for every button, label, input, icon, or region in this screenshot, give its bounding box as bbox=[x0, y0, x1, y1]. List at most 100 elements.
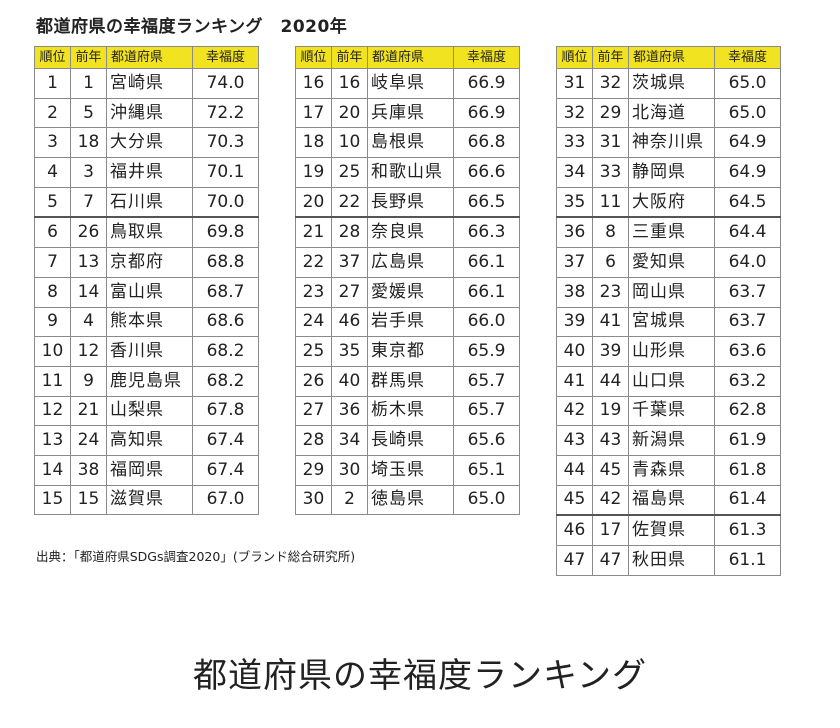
prefecture-cell: 千葉県 bbox=[628, 395, 715, 427]
table-row: 29 30 埼玉県 65.1 bbox=[295, 454, 520, 486]
prefecture-cell: 徳島県 bbox=[367, 484, 454, 516]
image-caption: 都道府県の幸福度ランキング bbox=[193, 656, 647, 696]
prefecture-cell: 山梨県 bbox=[106, 395, 193, 427]
table-row: 1 1 宮崎県 74.0 bbox=[34, 68, 259, 99]
score-cell: 65.9 bbox=[453, 336, 520, 367]
table-row: 20 22 長野県 66.5 bbox=[295, 186, 520, 218]
prefecture-cell: 岐阜県 bbox=[367, 68, 454, 99]
header-prev: 前年 bbox=[331, 46, 368, 69]
prefecture-cell: 長崎県 bbox=[367, 425, 454, 456]
rank-cell: 38 bbox=[556, 276, 593, 308]
table-row: 43 43 新潟県 61.9 bbox=[556, 425, 781, 456]
rank-cell: 45 bbox=[556, 484, 593, 516]
rank-cell: 46 bbox=[556, 514, 593, 547]
score-cell: 61.4 bbox=[714, 484, 781, 516]
prefecture-cell: 埼玉県 bbox=[367, 454, 454, 486]
table-row: 18 10 島根県 66.8 bbox=[295, 127, 520, 159]
table-row: 27 36 栃木県 65.7 bbox=[295, 395, 520, 427]
prefecture-cell: 熊本県 bbox=[106, 306, 193, 338]
prefecture-cell: 奈良県 bbox=[367, 216, 454, 249]
header-pref: 都道府県 bbox=[106, 46, 193, 69]
rank-cell: 22 bbox=[295, 247, 332, 278]
table-row: 47 47 秋田県 61.1 bbox=[556, 545, 781, 576]
rank-cell: 11 bbox=[34, 365, 71, 397]
prefecture-cell: 和歌山県 bbox=[367, 157, 454, 188]
score-cell: 68.2 bbox=[192, 365, 259, 397]
score-cell: 68.6 bbox=[192, 306, 259, 338]
rank-cell: 9 bbox=[34, 306, 71, 338]
table-row: 42 19 千葉県 62.8 bbox=[556, 395, 781, 427]
score-cell: 68.2 bbox=[192, 336, 259, 367]
table-row: 32 29 北海道 65.0 bbox=[556, 97, 781, 129]
ranking-table-1: 順位 前年 都道府県 幸福度 1 1 宮崎県 74.0 2 5 沖縄県 72.2 3 18 大分県 70.3 4… bbox=[34, 46, 259, 516]
rank-cell: 5 bbox=[34, 186, 71, 218]
score-cell: 64.5 bbox=[714, 186, 781, 218]
table-row: 13 24 高知県 67.4 bbox=[34, 425, 259, 456]
table-row: 33 31 神奈川県 64.9 bbox=[556, 127, 781, 159]
score-cell: 63.7 bbox=[714, 306, 781, 338]
score-cell: 66.3 bbox=[453, 216, 520, 249]
header-score: 幸福度 bbox=[192, 46, 259, 69]
header-rank: 順位 bbox=[295, 46, 332, 69]
score-cell: 70.0 bbox=[192, 186, 259, 218]
table-row: 45 42 福島県 61.4 bbox=[556, 484, 781, 516]
prev-rank-cell: 18 bbox=[70, 127, 107, 159]
table-row: 46 17 佐賀県 61.3 bbox=[556, 514, 781, 547]
prefecture-cell: 青森県 bbox=[628, 454, 715, 486]
header-prev: 前年 bbox=[70, 46, 107, 69]
score-cell: 66.1 bbox=[453, 247, 520, 278]
prev-rank-cell: 40 bbox=[331, 365, 368, 397]
score-cell: 69.8 bbox=[192, 216, 259, 249]
table-row: 26 40 群馬県 65.7 bbox=[295, 365, 520, 397]
prefecture-cell: 長野県 bbox=[367, 186, 454, 218]
prev-rank-cell: 37 bbox=[331, 247, 368, 278]
score-cell: 65.7 bbox=[453, 365, 520, 397]
rank-cell: 14 bbox=[34, 454, 71, 486]
rank-cell: 2 bbox=[34, 97, 71, 129]
prev-rank-cell: 12 bbox=[70, 336, 107, 367]
table-row: 8 14 富山県 68.7 bbox=[34, 276, 259, 308]
rank-cell: 34 bbox=[556, 157, 593, 188]
prefecture-cell: 沖縄県 bbox=[106, 97, 193, 129]
table-row: 15 15 滋賀県 67.0 bbox=[34, 484, 259, 516]
prev-rank-cell: 8 bbox=[592, 216, 629, 249]
score-cell: 61.3 bbox=[714, 514, 781, 547]
rank-cell: 29 bbox=[295, 454, 332, 486]
rank-cell: 10 bbox=[34, 336, 71, 367]
table-row: 9 4 熊本県 68.6 bbox=[34, 306, 259, 338]
header-rank: 順位 bbox=[556, 46, 593, 69]
table-row: 14 38 福岡県 67.4 bbox=[34, 454, 259, 486]
prefecture-cell: 京都府 bbox=[106, 247, 193, 278]
prev-rank-cell: 20 bbox=[331, 97, 368, 129]
table-row: 10 12 香川県 68.2 bbox=[34, 336, 259, 367]
prefecture-cell: 島根県 bbox=[367, 127, 454, 159]
prefecture-cell: 富山県 bbox=[106, 276, 193, 308]
prev-rank-cell: 23 bbox=[592, 276, 629, 308]
prefecture-cell: 福島県 bbox=[628, 484, 715, 516]
score-cell: 72.2 bbox=[192, 97, 259, 129]
prev-rank-cell: 39 bbox=[592, 336, 629, 367]
prev-rank-cell: 45 bbox=[592, 454, 629, 486]
score-cell: 70.1 bbox=[192, 157, 259, 188]
prev-rank-cell: 27 bbox=[331, 276, 368, 308]
prefecture-cell: 福岡県 bbox=[106, 454, 193, 486]
prev-rank-cell: 33 bbox=[592, 157, 629, 188]
table-row: 22 37 広島県 66.1 bbox=[295, 247, 520, 278]
rank-cell: 12 bbox=[34, 395, 71, 427]
rank-cell: 40 bbox=[556, 336, 593, 367]
table-header-row: 順位 前年 都道府県 幸福度 bbox=[295, 46, 520, 69]
prefecture-cell: 岡山県 bbox=[628, 276, 715, 308]
rank-cell: 39 bbox=[556, 306, 593, 338]
prefecture-cell: 三重県 bbox=[628, 216, 715, 249]
prefecture-cell: 宮城県 bbox=[628, 306, 715, 338]
rank-cell: 1 bbox=[34, 68, 71, 99]
rank-cell: 43 bbox=[556, 425, 593, 456]
prefecture-cell: 佐賀県 bbox=[628, 514, 715, 547]
prev-rank-cell: 44 bbox=[592, 365, 629, 397]
rank-cell: 21 bbox=[295, 216, 332, 249]
score-cell: 67.0 bbox=[192, 484, 259, 516]
prefecture-cell: 兵庫県 bbox=[367, 97, 454, 129]
rank-cell: 27 bbox=[295, 395, 332, 427]
rank-cell: 18 bbox=[295, 127, 332, 159]
score-cell: 66.9 bbox=[453, 68, 520, 99]
